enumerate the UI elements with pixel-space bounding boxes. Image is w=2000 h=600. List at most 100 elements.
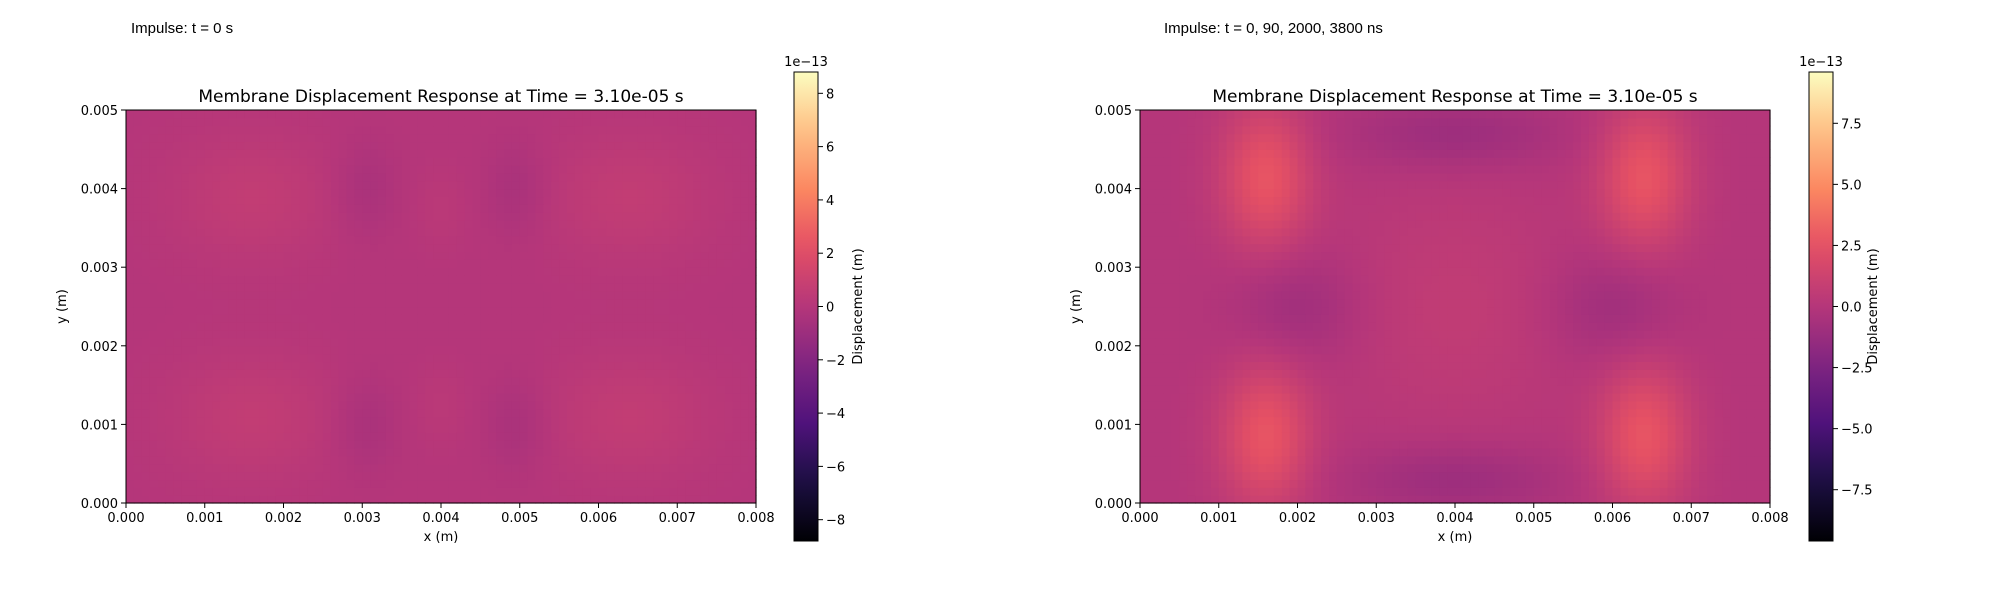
heatmap-cell — [669, 345, 678, 355]
heatmap-cell — [1258, 322, 1267, 331]
heatmap-cell — [661, 110, 670, 119]
heatmap-cell — [456, 432, 466, 441]
heatmap-cell — [441, 220, 450, 229]
heatmap-cell — [401, 408, 411, 418]
heatmap-cell — [661, 330, 670, 339]
heatmap-cell — [519, 172, 529, 182]
heatmap-cell — [567, 227, 576, 237]
heatmap-cell — [630, 424, 639, 433]
heatmap-cell — [362, 188, 371, 198]
heatmap-cell — [464, 432, 474, 441]
heatmap-cell — [567, 495, 576, 504]
heatmap-cell — [700, 495, 710, 504]
heatmap-cell — [1179, 479, 1188, 488]
heatmap-cell — [196, 416, 206, 425]
heatmap-cell — [527, 282, 537, 292]
heatmap-cell — [299, 298, 308, 308]
heatmap-cell — [307, 165, 316, 174]
heatmap-cell — [267, 337, 277, 347]
heatmap-cell — [141, 251, 151, 260]
heatmap-cell — [693, 267, 702, 276]
heatmap-cell — [275, 447, 285, 457]
heatmap-cell — [1234, 117, 1243, 127]
heatmap-cell — [1242, 447, 1251, 457]
heatmap-cell — [622, 361, 631, 370]
heatmap-cell — [559, 251, 568, 260]
heatmap-cell — [598, 495, 607, 504]
heatmap-cell — [574, 495, 584, 504]
heatmap-cell — [291, 298, 300, 308]
heatmap-cell — [1179, 314, 1188, 323]
heatmap-cell — [165, 157, 174, 166]
heatmap-cell — [653, 298, 663, 308]
heatmap-cell — [1281, 345, 1291, 355]
heatmap-cell — [1171, 275, 1180, 284]
heatmap-cell — [1242, 267, 1251, 276]
heatmap-cell — [637, 306, 647, 315]
heatmap-cell — [582, 495, 592, 504]
heatmap-cell — [236, 330, 245, 339]
heatmap-cell — [456, 220, 466, 229]
heatmap-cell — [1250, 282, 1259, 292]
heatmap-cell — [228, 172, 237, 182]
heatmap-cell — [519, 125, 529, 135]
heatmap-image — [126, 110, 757, 504]
heatmap-cell — [748, 133, 757, 143]
heatmap-cell — [661, 455, 670, 465]
heatmap-cell — [354, 196, 363, 205]
heatmap-cell — [307, 400, 316, 410]
heatmap-cell — [456, 110, 466, 119]
heatmap-cell — [275, 479, 285, 488]
heatmap-cell — [677, 337, 686, 347]
heatmap-cell — [456, 314, 466, 323]
heatmap-cell — [1273, 479, 1283, 488]
heatmap-cell — [559, 314, 568, 323]
heatmap-cell — [504, 471, 513, 481]
heatmap-cell — [1242, 322, 1251, 331]
heatmap-cell — [574, 251, 584, 260]
heatmap-cell — [259, 227, 269, 237]
heatmap-cell — [149, 212, 159, 221]
heatmap-cell — [653, 392, 663, 402]
heatmap-cell — [157, 259, 166, 268]
heatmap-cell — [574, 141, 584, 150]
heatmap-cell — [637, 172, 647, 182]
heatmap-cell — [1210, 495, 1220, 504]
heatmap-cell — [244, 235, 253, 245]
heatmap-cell — [236, 251, 245, 260]
heatmap-cell — [488, 196, 497, 205]
heatmap-cell — [685, 275, 694, 284]
heatmap-cell — [1163, 440, 1173, 449]
heatmap-cell — [1226, 361, 1236, 370]
heatmap-cell — [204, 235, 214, 245]
heatmap-cell — [315, 424, 324, 433]
heatmap-cell — [252, 487, 261, 496]
heatmap-cell — [622, 282, 631, 292]
heatmap-cell — [598, 180, 607, 190]
heatmap-cell — [1140, 330, 1149, 339]
heatmap-cell — [165, 133, 174, 143]
heatmap-cell — [1210, 212, 1220, 221]
heatmap-cell — [291, 353, 300, 363]
heatmap-cell — [362, 322, 371, 331]
heatmap-cell — [220, 306, 229, 315]
heatmap-cell — [1140, 141, 1149, 150]
heatmap-cell — [472, 180, 481, 190]
heatmap-cell — [338, 275, 348, 284]
heatmap-cell — [574, 408, 584, 418]
heatmap-cell — [283, 369, 292, 378]
heatmap-cell — [157, 440, 166, 449]
heatmap-cell — [1234, 447, 1243, 457]
heatmap-cell — [1155, 157, 1165, 166]
heatmap-cell — [606, 440, 615, 449]
heatmap-cell — [543, 251, 552, 260]
heatmap-cell — [559, 110, 568, 119]
heatmap-cell — [417, 369, 426, 378]
heatmap-cell — [669, 322, 678, 331]
heatmap-cell — [740, 267, 749, 276]
heatmap-cell — [1171, 400, 1180, 410]
heatmap-cell — [393, 369, 403, 378]
heatmap-cell — [228, 447, 237, 457]
heatmap-cell — [189, 447, 198, 457]
y-tick-label: 0.000 — [81, 497, 118, 512]
